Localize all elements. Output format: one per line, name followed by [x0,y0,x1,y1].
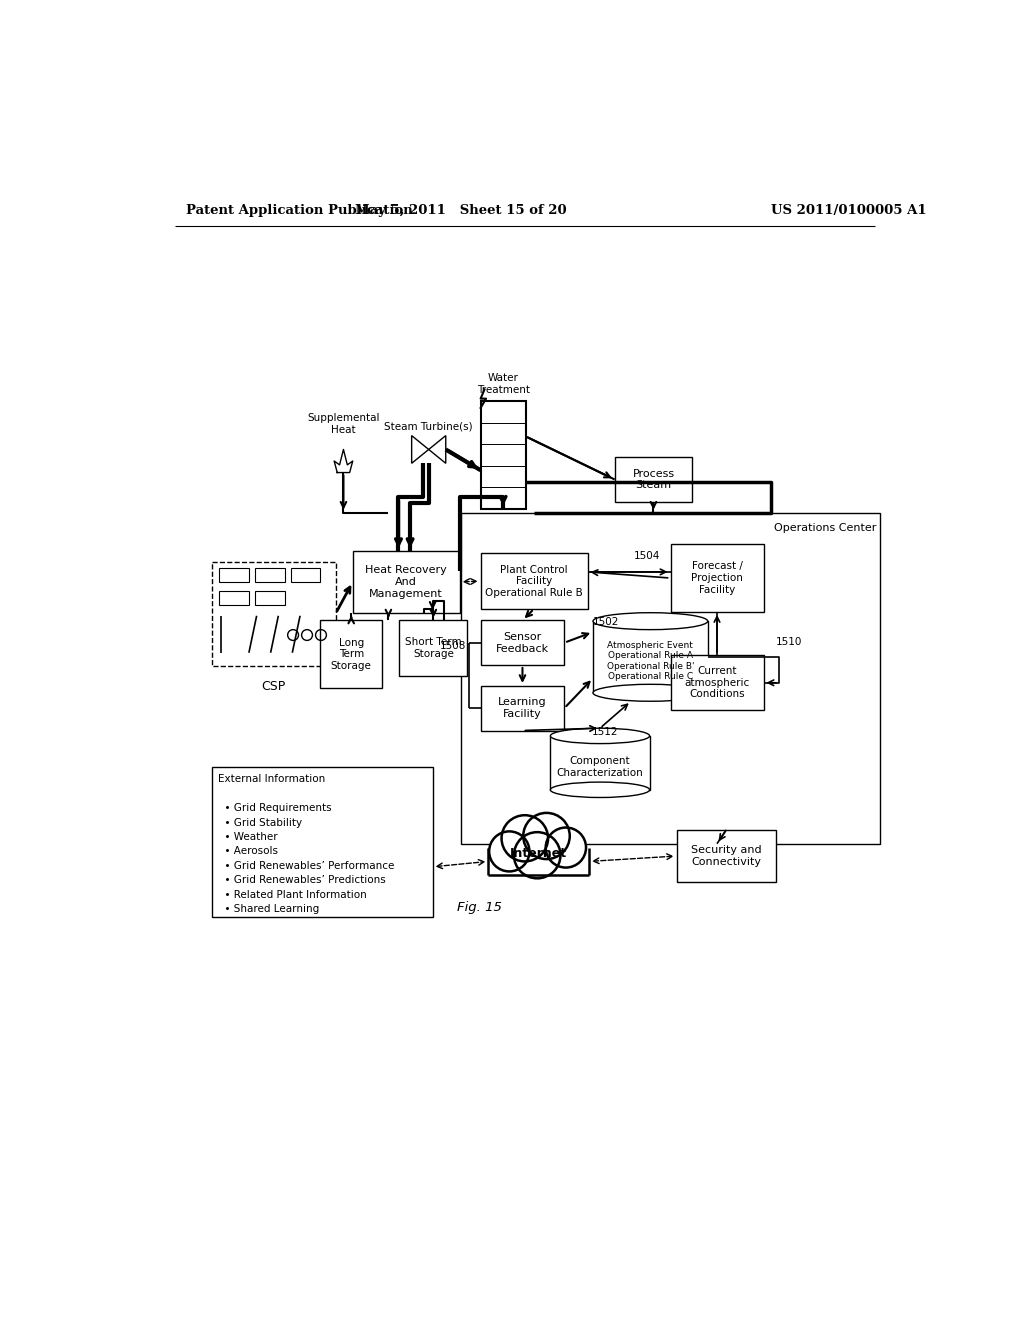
Bar [255,591,285,605]
Bar [321,620,382,688]
Ellipse shape [593,612,708,630]
Text: Supplemental
Heat: Supplemental Heat [307,413,380,434]
Bar [399,620,467,676]
Text: 1504: 1504 [634,550,660,561]
Circle shape [523,813,569,859]
Text: Security and
Connectivity: Security and Connectivity [691,845,762,867]
Text: Fig. 15: Fig. 15 [458,902,502,915]
Text: Internet: Internet [510,847,567,861]
Text: Plant Control
Facility
Operational Rule B: Plant Control Facility Operational Rule … [485,565,583,598]
Bar [219,568,249,582]
Bar [593,622,708,693]
Text: Long
Term
Storage: Long Term Storage [331,638,372,671]
Bar [212,562,336,665]
Bar [480,686,564,730]
Bar [677,830,776,882]
Circle shape [514,832,560,878]
Text: May 5, 2011   Sheet 15 of 20: May 5, 2011 Sheet 15 of 20 [355,205,567,218]
Polygon shape [412,436,429,463]
Text: 1502: 1502 [593,616,620,627]
Text: Short Term
Storage: Short Term Storage [406,638,462,659]
Circle shape [546,828,586,867]
Bar [671,544,764,612]
Polygon shape [429,436,445,463]
Bar [212,767,432,917]
Text: 1510: 1510 [776,638,802,647]
Bar [671,655,764,710]
Text: Learning
Facility: Learning Facility [498,697,547,719]
Text: Operations Center: Operations Center [773,524,876,533]
Ellipse shape [550,729,649,743]
Ellipse shape [550,781,649,797]
Text: US 2011/0100005 A1: US 2011/0100005 A1 [771,205,927,218]
Bar [352,552,460,612]
Text: 1508: 1508 [439,640,466,651]
Text: Forecast /
Projection
Facility: Forecast / Projection Facility [691,561,743,594]
Text: Heat Recovery
And
Management: Heat Recovery And Management [366,565,447,598]
Text: CSP: CSP [261,680,286,693]
Bar [480,401,525,508]
Text: Patent Application Publication: Patent Application Publication [186,205,413,218]
Text: Current
atmospheric
Conditions: Current atmospheric Conditions [684,667,750,700]
Circle shape [489,832,529,871]
Text: Steam Turbine(s): Steam Turbine(s) [384,421,473,432]
Bar [480,553,588,609]
Text: Water
Treatment: Water Treatment [476,374,529,395]
Bar [614,457,692,502]
Text: 1512: 1512 [592,727,617,737]
Bar [550,737,649,789]
Text: Process
Steam: Process Steam [633,469,675,490]
Circle shape [502,816,548,862]
Text: External Information

  • Grid Requirements
  • Grid Stability
  • Weather
  • A: External Information • Grid Requirements… [218,775,394,913]
Text: Atmospheric Event
Operational Rule A
Operational Rule B'
Operational Rule C: Atmospheric Event Operational Rule A Ope… [606,640,694,681]
Text: Sensor
Feedback: Sensor Feedback [496,632,549,653]
Bar [255,568,285,582]
Ellipse shape [593,684,708,701]
Bar [461,512,880,843]
Text: Component
Characterization: Component Characterization [557,756,643,777]
Bar [480,620,564,665]
Bar [488,847,589,874]
Bar [291,568,321,582]
Bar [219,591,249,605]
